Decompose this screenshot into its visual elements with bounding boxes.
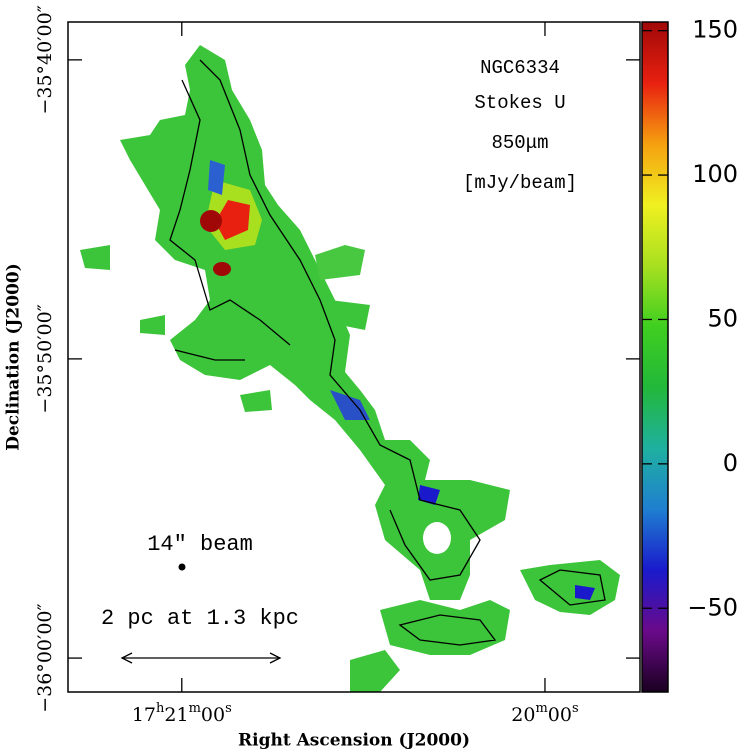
annotation: Stokes U bbox=[474, 92, 565, 114]
emission bbox=[213, 262, 231, 276]
colorbar-tick-label: 50 bbox=[707, 304, 738, 332]
emission bbox=[380, 600, 510, 655]
emission bbox=[315, 245, 365, 280]
beam-label: 14″ beam bbox=[147, 532, 253, 557]
y-tick-label: −35°50′00″ bbox=[34, 304, 56, 413]
annotation: 850μm bbox=[491, 132, 548, 154]
scale-bar bbox=[120, 652, 282, 664]
emission bbox=[80, 245, 272, 412]
emission bbox=[520, 560, 620, 615]
x-axis-label: Right Ascension (J2000) bbox=[238, 731, 470, 751]
scale-label: 2 pc at 1.3 kpc bbox=[101, 606, 299, 631]
emission bbox=[120, 45, 510, 600]
emission bbox=[215, 200, 250, 240]
contour bbox=[169, 59, 606, 646]
frame bbox=[67, 21, 641, 693]
beam bbox=[178, 563, 186, 571]
emission bbox=[208, 160, 225, 195]
emission-hole bbox=[423, 522, 451, 554]
emission bbox=[330, 300, 370, 330]
emission bbox=[330, 390, 370, 420]
x-tick-label: 20m00s bbox=[511, 701, 578, 726]
colorbar-tick-label: 0 bbox=[723, 449, 738, 477]
colorbar bbox=[641, 21, 669, 693]
y-tick-label: −35°40′00″ bbox=[34, 5, 56, 114]
x-tick-label: 17h21m00s bbox=[132, 701, 232, 726]
emission bbox=[350, 650, 400, 692]
y-axis-label: Declination (J2000) bbox=[4, 263, 24, 451]
emission-map bbox=[80, 45, 620, 692]
colorbar-tick-label: −50 bbox=[687, 593, 738, 621]
y-tick-label: −36°00′00″ bbox=[34, 603, 56, 712]
colorbar-tick-label: 100 bbox=[692, 160, 738, 188]
annotation: NGC6334 bbox=[480, 57, 560, 79]
emission bbox=[418, 485, 595, 600]
annotation: [mJy/beam] bbox=[463, 172, 577, 194]
colorbar-tick-label: 150 bbox=[692, 16, 738, 44]
emission bbox=[200, 210, 222, 232]
